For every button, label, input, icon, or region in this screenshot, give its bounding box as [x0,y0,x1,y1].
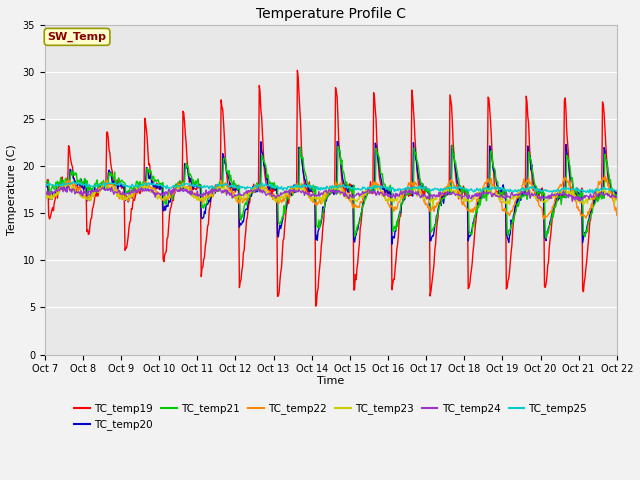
TC_temp24 [435,190,443,195]
TC_temp21 [166,191,174,197]
TC_temp24 [64,183,72,189]
Text: SW_Temp: SW_Temp [47,32,107,42]
TC_temp25 [613,188,621,193]
TC_temp24 [167,192,175,198]
TC_temp21 [322,195,330,201]
TC_temp22 [378,190,385,196]
X-axis label: Time: Time [317,376,344,385]
TC_temp25 [379,184,387,190]
TC_temp24 [568,199,576,204]
TC_temp21 [562,195,570,201]
TC_temp25 [589,190,597,196]
TC_temp24 [192,192,200,198]
TC_temp20 [333,139,341,144]
TC_temp23 [323,191,331,196]
TC_temp24 [379,191,387,196]
TC_temp25 [167,185,175,191]
TC_temp22 [41,191,49,196]
TC_temp24 [561,191,569,197]
TC_temp20 [388,241,396,247]
TC_temp19 [324,193,332,199]
TC_temp20 [41,177,49,183]
TC_temp23 [436,189,444,195]
TC_temp19 [294,68,301,73]
TC_temp20 [379,186,387,192]
TC_temp23 [179,180,187,186]
TC_temp19 [436,201,444,207]
TC_temp23 [562,186,570,192]
TC_temp19 [380,183,387,189]
TC_temp21 [378,171,385,177]
TC_temp23 [41,195,49,201]
TC_temp21 [41,180,49,185]
TC_temp23 [379,192,387,197]
Line: TC_temp20: TC_temp20 [45,142,617,244]
Title: Temperature Profile C: Temperature Profile C [256,7,406,21]
TC_temp21 [613,193,621,199]
TC_temp22 [166,195,174,201]
Line: TC_temp21: TC_temp21 [45,145,617,238]
TC_temp22 [613,213,621,218]
TC_temp25 [323,183,331,189]
TC_temp20 [166,199,174,204]
TC_temp22 [434,202,442,208]
TC_temp25 [561,185,569,191]
TC_temp24 [41,189,49,194]
TC_temp22 [322,194,330,200]
Y-axis label: Temperature (C): Temperature (C) [7,144,17,235]
TC_temp21 [542,235,550,241]
TC_temp21 [449,143,456,148]
TC_temp21 [434,210,442,216]
TC_temp19 [191,185,199,191]
TC_temp25 [70,179,77,184]
Line: TC_temp19: TC_temp19 [45,71,617,306]
TC_temp22 [191,190,199,196]
TC_temp19 [562,107,570,113]
TC_temp25 [41,180,49,186]
Line: TC_temp23: TC_temp23 [45,183,617,205]
TC_temp24 [323,190,331,195]
TC_temp19 [613,194,621,200]
TC_temp23 [613,197,621,203]
TC_temp25 [192,183,200,189]
TC_temp19 [166,206,174,212]
TC_temp23 [429,202,437,208]
TC_temp19 [312,303,319,309]
TC_temp20 [436,201,444,207]
TC_temp22 [561,175,569,180]
TC_temp24 [613,194,621,200]
TC_temp22 [540,216,548,222]
TC_temp20 [562,142,570,147]
TC_temp23 [166,189,174,194]
TC_temp20 [191,180,199,186]
TC_temp21 [191,181,199,187]
TC_temp23 [192,192,200,198]
Line: TC_temp24: TC_temp24 [45,186,617,202]
TC_temp22 [601,173,609,179]
Legend: TC_temp19, TC_temp20, TC_temp21, TC_temp22, TC_temp23, TC_temp24, TC_temp25: TC_temp19, TC_temp20, TC_temp21, TC_temp… [70,399,591,435]
TC_temp20 [322,198,330,204]
TC_temp19 [41,183,49,189]
TC_temp20 [613,191,621,196]
Line: TC_temp22: TC_temp22 [45,176,617,219]
Line: TC_temp25: TC_temp25 [45,181,617,193]
TC_temp25 [435,188,443,193]
